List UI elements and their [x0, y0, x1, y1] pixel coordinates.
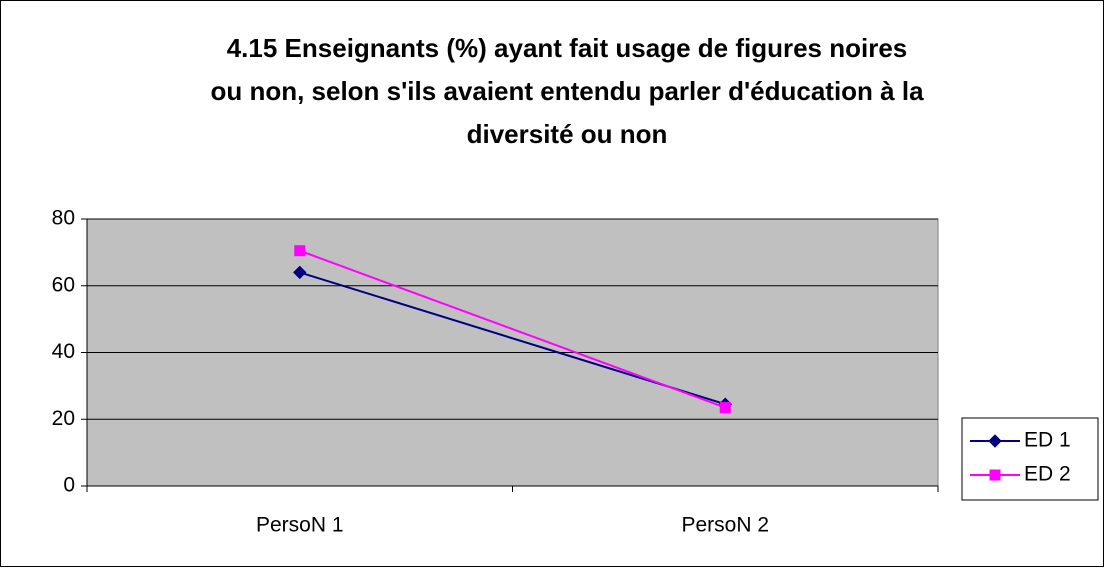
legend-marker [989, 469, 1001, 481]
chart-title: 4.15 Enseignants (%) ayant fait usage de… [227, 33, 908, 63]
y-tick-label: 80 [52, 207, 75, 230]
data-point [294, 245, 306, 257]
chart-title: ou non, selon s'ils avaient entendu parl… [210, 76, 924, 106]
legend [961, 417, 1099, 501]
legend-marker [988, 434, 1002, 448]
legend-label: ED 1 [1024, 429, 1071, 452]
x-tick-label: PersoN 2 [681, 514, 769, 537]
y-tick-label: 20 [52, 407, 75, 430]
series-line [299, 249, 726, 409]
y-tick-label: 0 [63, 474, 75, 497]
legend-label: ED 2 [1024, 463, 1071, 486]
chart-title: diversité ou non [467, 119, 668, 149]
y-tick-label: 60 [52, 273, 75, 296]
x-tick-label: PersoN 1 [256, 514, 344, 537]
data-point [293, 265, 307, 280]
data-point [719, 402, 731, 414]
y-tick-label: 40 [52, 340, 75, 363]
